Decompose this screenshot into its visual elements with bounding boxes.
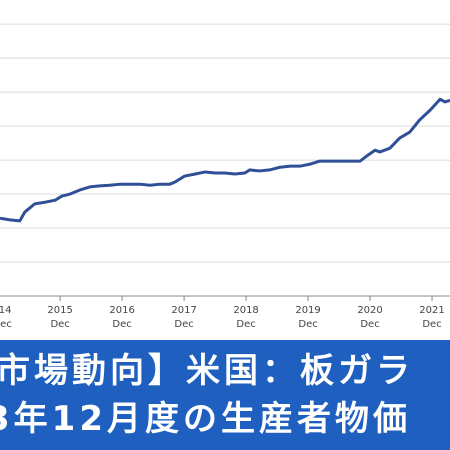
data-line bbox=[0, 97, 450, 223]
x-tick-label: 2016 bbox=[109, 305, 134, 316]
x-tick-label: Dec bbox=[50, 319, 69, 330]
x-tick-label: Dec bbox=[174, 319, 193, 330]
chart: 14 Dec 2015 Dec 2016 Dec 2017 Dec 2018 Dec 2019 Dec… bbox=[0, 23, 450, 330]
x-tick-label: 2019 bbox=[295, 305, 320, 316]
x-tick-label: Dec bbox=[422, 319, 441, 330]
banner bbox=[0, 340, 450, 450]
x-tick-label: Dec bbox=[360, 319, 379, 330]
x-tick-label: 2020 bbox=[357, 305, 382, 316]
x-tick-label: 14 bbox=[0, 305, 12, 316]
x-tick-label: 2021 bbox=[419, 305, 444, 316]
banner-title: 市場動向】米国：板ガラ bbox=[0, 351, 414, 391]
x-tick-label: 2015 bbox=[47, 305, 72, 316]
x-tick-label: 2018 bbox=[233, 305, 258, 316]
x-tick-label: Dec bbox=[298, 319, 317, 330]
x-tick-label: Dec bbox=[112, 319, 131, 330]
banner-title: 3年12月度の生産者物価 bbox=[0, 399, 411, 439]
x-tick-label: 2017 bbox=[171, 305, 196, 316]
x-tick-label: Dec bbox=[236, 319, 255, 330]
x-tick-label: Dec bbox=[0, 319, 12, 330]
